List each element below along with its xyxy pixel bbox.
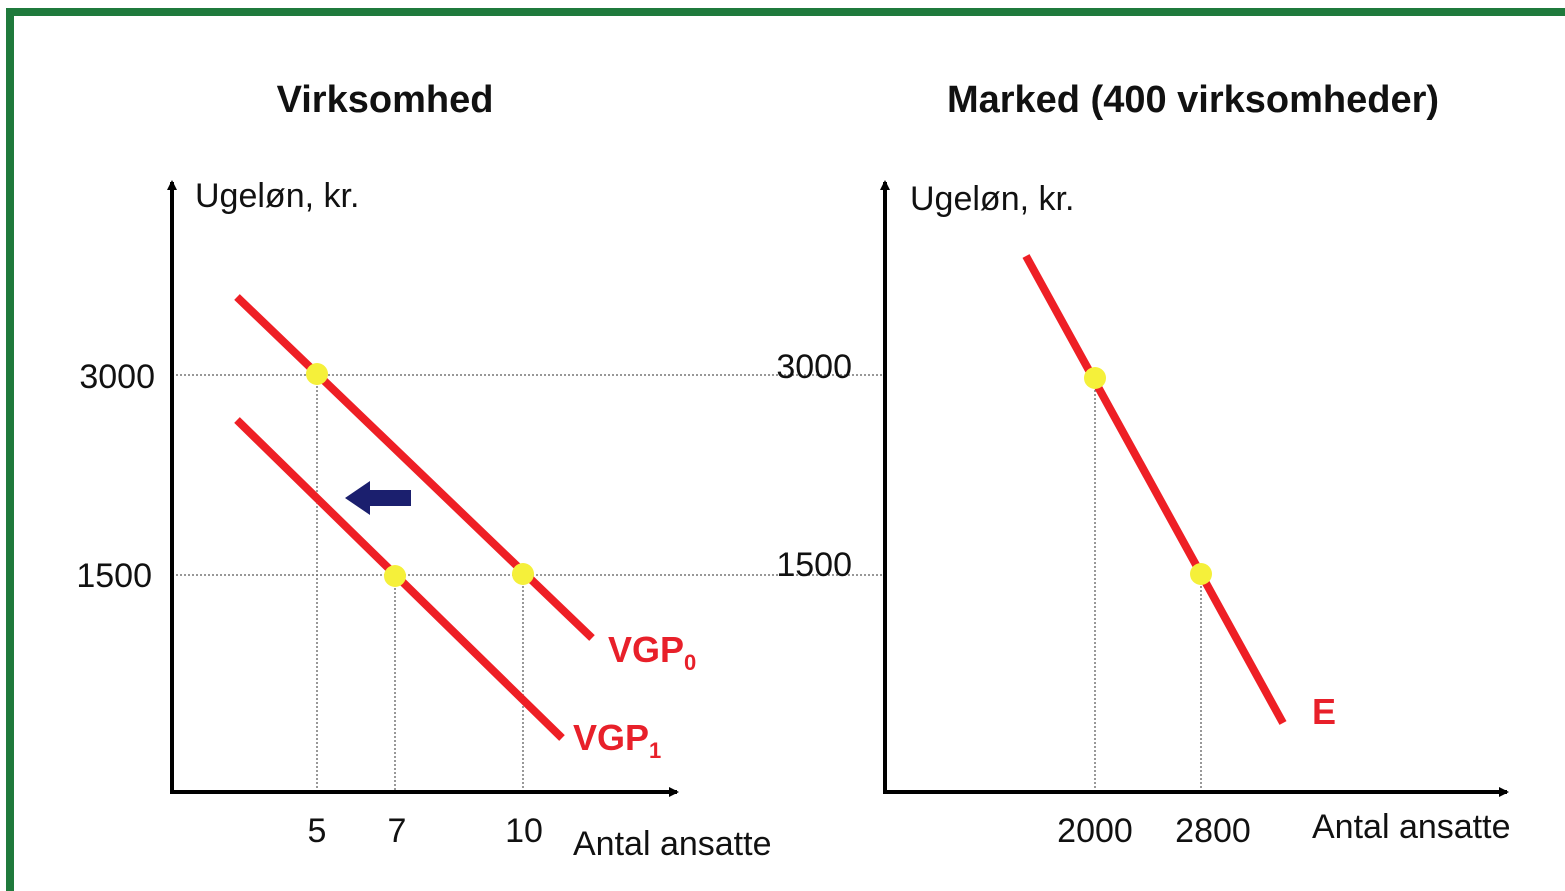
curve [234, 294, 595, 641]
y-tick-label: 3000 [776, 348, 852, 386]
x-tick-label: 2800 [1175, 812, 1251, 850]
point [512, 563, 534, 585]
title: Marked (400 virksomheder) [947, 79, 1439, 121]
subscript: 0 [684, 650, 696, 675]
shift-arrow [345, 481, 411, 515]
curve-label: E [1312, 691, 1336, 732]
point [1190, 563, 1212, 585]
curve-label-text: VGP [608, 629, 684, 670]
subscript: 1 [649, 738, 661, 763]
curve-label-text: VGP [573, 717, 649, 758]
y-axis-label: Ugeløn, kr. [195, 177, 359, 215]
y-tick-label: 1500 [76, 557, 152, 595]
x-axis-label: Antal ansatte [1312, 808, 1510, 846]
y-axis-label: Ugeløn, kr. [910, 180, 1074, 218]
point [306, 363, 328, 385]
y-tick-label: 1500 [776, 546, 852, 584]
x-tick-label: 5 [308, 812, 327, 850]
x-tick-label: 10 [505, 812, 543, 850]
curve [1022, 254, 1287, 725]
point [384, 565, 406, 587]
x-tick-label: 2000 [1057, 812, 1133, 850]
point [1084, 367, 1106, 389]
title: Virksomhed [277, 79, 494, 121]
frame [6, 8, 1565, 891]
x-tick-label: 7 [388, 812, 407, 850]
x-axis-label: Antal ansatte [573, 825, 771, 863]
curve-label: VGP1 [573, 717, 661, 763]
curve-label: VGP0 [608, 629, 696, 675]
y-tick-label: 3000 [79, 358, 155, 396]
